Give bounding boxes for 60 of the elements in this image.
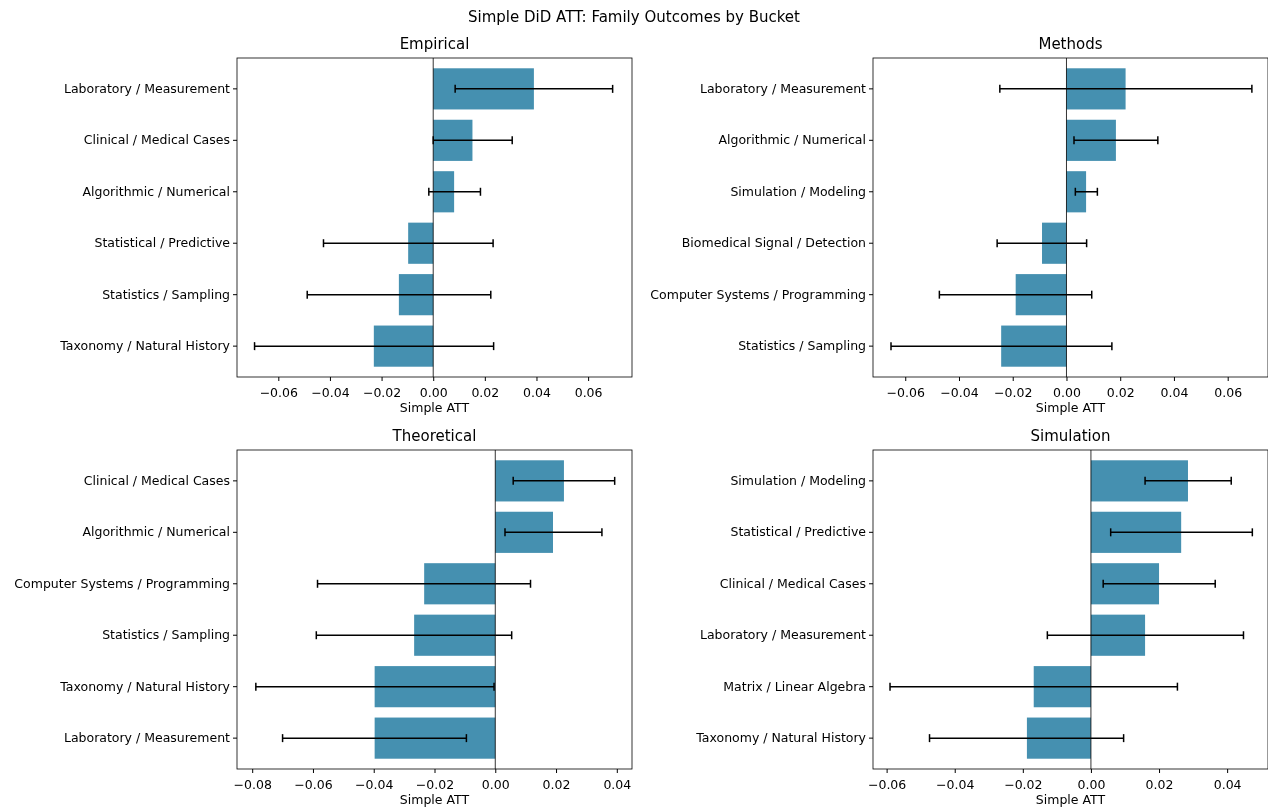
- x-tick-label: −0.08: [233, 777, 272, 793]
- y-tick-label: Simulation / Modeling: [730, 183, 866, 199]
- y-tick-label: Algorithmic / Numerical: [718, 132, 866, 148]
- x-tick-label: −0.02: [415, 777, 455, 793]
- x-tick-label: 0.00: [419, 385, 448, 401]
- text: Simple DiD ATT: Family Outcomes by Bucket: [468, 8, 801, 26]
- y-tick-label: Laboratory / Measurement: [63, 80, 231, 96]
- x-tick-label: 0.00: [481, 777, 510, 793]
- x-tick-label: −0.06: [294, 777, 333, 793]
- x-axis-title: Simple ATT: [1035, 400, 1106, 415]
- x-tick-label: −0.02: [362, 385, 402, 401]
- y-tick-label: Algorithmic / Numerical: [82, 183, 230, 199]
- y-tick-label: Statistics / Sampling: [738, 338, 866, 354]
- x-tick-label: 0.02: [1106, 385, 1135, 401]
- y-tick-label: Computer Systems / Programming: [650, 286, 866, 302]
- x-tick-label: −0.04: [940, 385, 979, 401]
- y-tick-label: Laboratory / Measurement: [699, 80, 867, 96]
- x-tick-label: −0.04: [311, 385, 350, 401]
- x-tick-label: 0.02: [471, 385, 500, 401]
- y-tick-label: Computer Systems / Programming: [14, 575, 230, 591]
- x-tick-label: 0.04: [603, 777, 632, 793]
- x-tick-label: −0.06: [867, 777, 907, 793]
- x-tick-label: 0.04: [1160, 385, 1189, 401]
- y-tick-label: Biomedical Signal / Detection: [681, 235, 866, 251]
- x-axis-title: Simple ATT: [1035, 792, 1106, 807]
- x-axis-title: Simple ATT: [399, 792, 470, 807]
- y-tick-label: Simulation / Modeling: [730, 472, 866, 488]
- y-tick-label: Clinical / Medical Cases: [719, 575, 866, 591]
- y-tick-label: Laboratory / Measurement: [699, 627, 867, 643]
- y-tick-label: Statistics / Sampling: [102, 286, 230, 302]
- x-tick-label: 0.00: [1053, 385, 1081, 401]
- chart-title: Empirical: [399, 35, 470, 53]
- x-tick-label: 0.02: [1145, 777, 1174, 793]
- x-tick-label: 0.04: [523, 385, 551, 401]
- y-tick-label: Matrix / Linear Algebra: [723, 678, 866, 694]
- y-tick-label: Statistical / Predictive: [730, 524, 867, 540]
- y-tick-label: Statistical / Predictive: [94, 235, 231, 251]
- y-tick-label: Taxonomy / Natural History: [59, 678, 231, 694]
- x-tick-label: −0.02: [994, 385, 1033, 401]
- chart-title: Methods: [1038, 35, 1103, 53]
- x-tick-label: 0.04: [1213, 777, 1242, 793]
- x-tick-label: 0.06: [1214, 385, 1243, 401]
- x-tick-label: 0.00: [1077, 777, 1106, 793]
- y-tick-label: Clinical / Medical Cases: [83, 472, 230, 488]
- x-tick-label: 0.02: [542, 777, 571, 793]
- x-tick-label: −0.04: [355, 777, 394, 793]
- y-tick-label: Algorithmic / Numerical: [82, 524, 230, 540]
- y-tick-label: Statistics / Sampling: [102, 627, 230, 643]
- x-tick-label: −0.04: [936, 777, 975, 793]
- y-tick-label: Laboratory / Measurement: [63, 730, 231, 746]
- y-tick-label: Taxonomy / Natural History: [695, 730, 867, 746]
- chart-title: Theoretical: [391, 427, 477, 445]
- y-tick-label: Clinical / Medical Cases: [83, 132, 230, 148]
- x-axis-title: Simple ATT: [399, 400, 470, 415]
- x-tick-label: 0.06: [574, 385, 603, 401]
- chart-title: Simulation: [1030, 427, 1111, 445]
- x-tick-label: −0.06: [886, 385, 925, 401]
- x-tick-label: −0.06: [259, 385, 298, 401]
- x-tick-label: −0.02: [1004, 777, 1043, 793]
- y-tick-label: Taxonomy / Natural History: [59, 338, 231, 354]
